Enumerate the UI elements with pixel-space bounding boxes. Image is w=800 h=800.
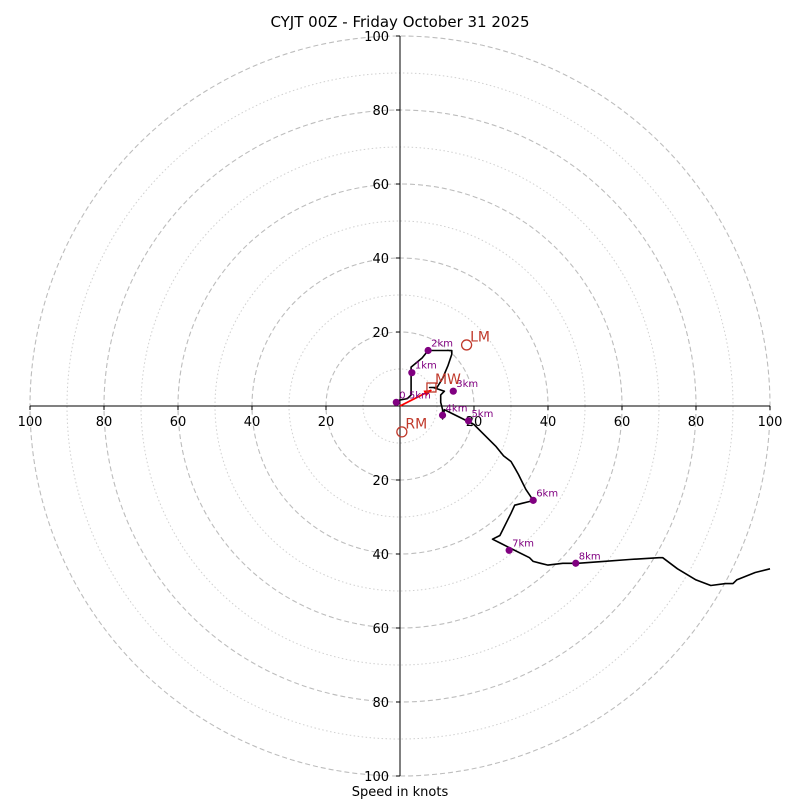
y-tick-label: 60 — [372, 622, 389, 637]
x-tick-label: 60 — [614, 415, 631, 430]
height-marker-label: 2km — [431, 339, 453, 350]
y-tick-label: 40 — [372, 548, 389, 563]
height-marker-label: 7km — [512, 538, 534, 549]
storm-motion-circle — [396, 426, 408, 438]
height-marker-dot — [505, 546, 513, 554]
height-marker-dot — [408, 369, 416, 377]
y-tick-label: 40 — [372, 252, 389, 267]
x-tick-label: 60 — [170, 415, 187, 430]
height-marker-label: 0.5km — [399, 390, 430, 401]
x-tick-label: 80 — [96, 415, 113, 430]
y-tick-label: 20 — [372, 326, 389, 341]
x-tick-label: 100 — [18, 415, 43, 430]
y-tick-label: 80 — [372, 104, 389, 119]
x-tick-label: 40 — [244, 415, 261, 430]
x-axis-label: Speed in knots — [352, 785, 449, 800]
x-tick-label: 40 — [540, 415, 557, 430]
height-marker-label: 4km — [446, 403, 468, 414]
wind-trace — [395, 349, 771, 587]
height-marker-label: 1km — [415, 361, 437, 372]
storm-motion-circle — [460, 339, 473, 351]
storm-motion-label: MW — [435, 372, 461, 388]
x-tick-label: 100 — [758, 415, 783, 430]
x-tick-label: 20 — [318, 415, 335, 430]
height-marker-dot — [529, 496, 537, 504]
height-marker-dot — [572, 559, 580, 567]
wind-trace-line — [395, 349, 771, 587]
x-tick-label: 80 — [688, 415, 705, 430]
chart-title: CYJT 00Z - Friday October 31 2025 — [270, 13, 529, 31]
height-marker-dot — [464, 417, 473, 425]
height-marker-dot — [424, 346, 432, 355]
y-tick-label: 20 — [372, 474, 389, 489]
y-tick-label: 60 — [372, 178, 389, 193]
height-marker-label: 8km — [579, 551, 601, 562]
height-marker-dot — [392, 398, 400, 406]
y-tick-label: 100 — [364, 770, 389, 785]
storm-motion-label: LM — [470, 329, 490, 345]
height-marker-label: 5km — [471, 409, 493, 420]
storm-motion-label: RM — [405, 416, 427, 432]
height-marker-label: 6km — [536, 488, 558, 499]
y-tick-label: 100 — [364, 30, 389, 45]
height-marker-dot — [438, 411, 447, 419]
mean-wind-square — [426, 382, 437, 393]
y-tick-label: 80 — [372, 696, 389, 711]
tick-labels: 100 80 60 40 20 20 40 60 80 100100806040202040608… — [18, 30, 783, 785]
height-marker-label: 3km — [456, 379, 478, 390]
height-marker-dot — [449, 387, 457, 395]
storm-motion-markers: LM MW RM — [396, 329, 490, 438]
